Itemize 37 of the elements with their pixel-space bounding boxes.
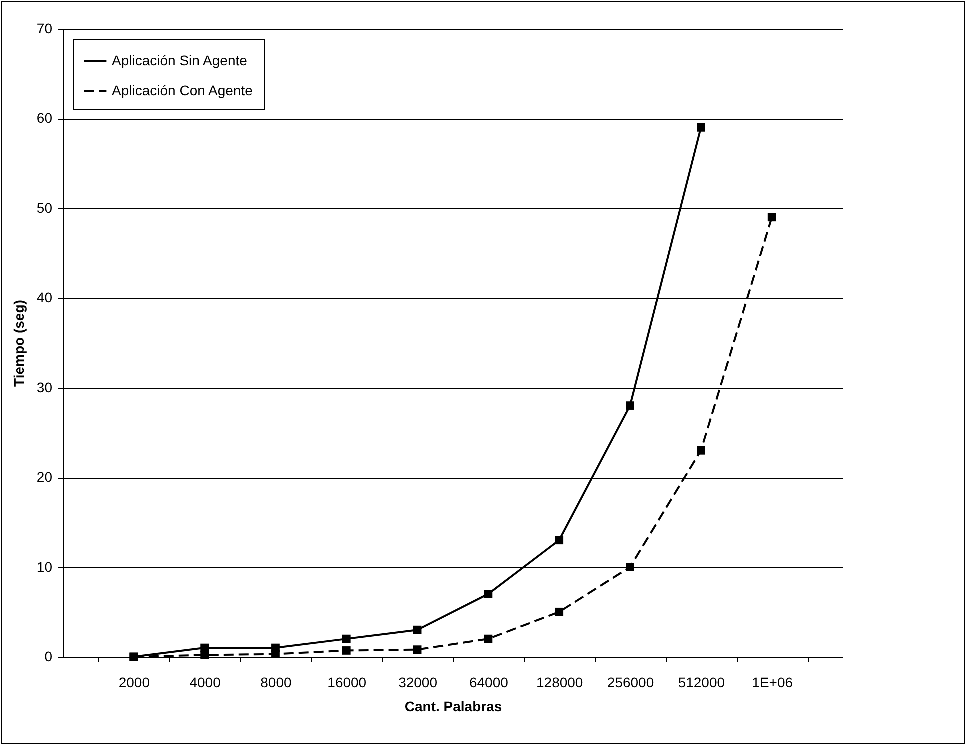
point — [413, 646, 422, 654]
y-tick-label: 30 — [36, 379, 53, 396]
x-tick-label: 256000 — [607, 674, 654, 690]
y-tick-label: 40 — [36, 290, 53, 306]
y-axis-title: Tiempo (seg) — [10, 300, 27, 387]
x-tick-label: 4000 — [190, 674, 222, 690]
x-tick-label: 128000 — [536, 674, 584, 690]
x-tick-label: 2000 — [118, 674, 150, 690]
x-tick-label: 64000 — [469, 674, 509, 690]
point — [484, 634, 493, 644]
point — [768, 213, 776, 222]
point — [272, 650, 280, 658]
y-tick-label: 10 — [36, 558, 53, 575]
x-tick-label: 8000 — [260, 674, 292, 690]
y-tick-label: 50 — [36, 200, 53, 216]
x-tick-label: 16000 — [328, 674, 367, 690]
y-tick-label: 60 — [36, 110, 53, 126]
point — [413, 626, 422, 634]
point — [697, 124, 706, 132]
legend-label: Aplicación Sin Agente — [112, 52, 248, 68]
point — [697, 446, 706, 455]
point — [200, 651, 209, 660]
y-tick-label: 70 — [36, 20, 53, 36]
legend-label: Aplicación Con Agente — [112, 82, 254, 98]
x-tick-label: 512000 — [678, 674, 726, 690]
y-tick-label: 0 — [44, 648, 53, 664]
point — [626, 402, 634, 410]
point — [555, 608, 564, 616]
y-tick-label: 20 — [36, 469, 53, 486]
point — [626, 563, 634, 572]
point — [342, 634, 351, 644]
x-tick-label: 1E+06 — [752, 674, 794, 690]
point — [555, 536, 564, 545]
x-axis-title: Cant. Palabras — [404, 698, 502, 714]
point — [484, 590, 493, 598]
x-tick-label: 32000 — [398, 674, 438, 690]
point — [342, 646, 351, 655]
